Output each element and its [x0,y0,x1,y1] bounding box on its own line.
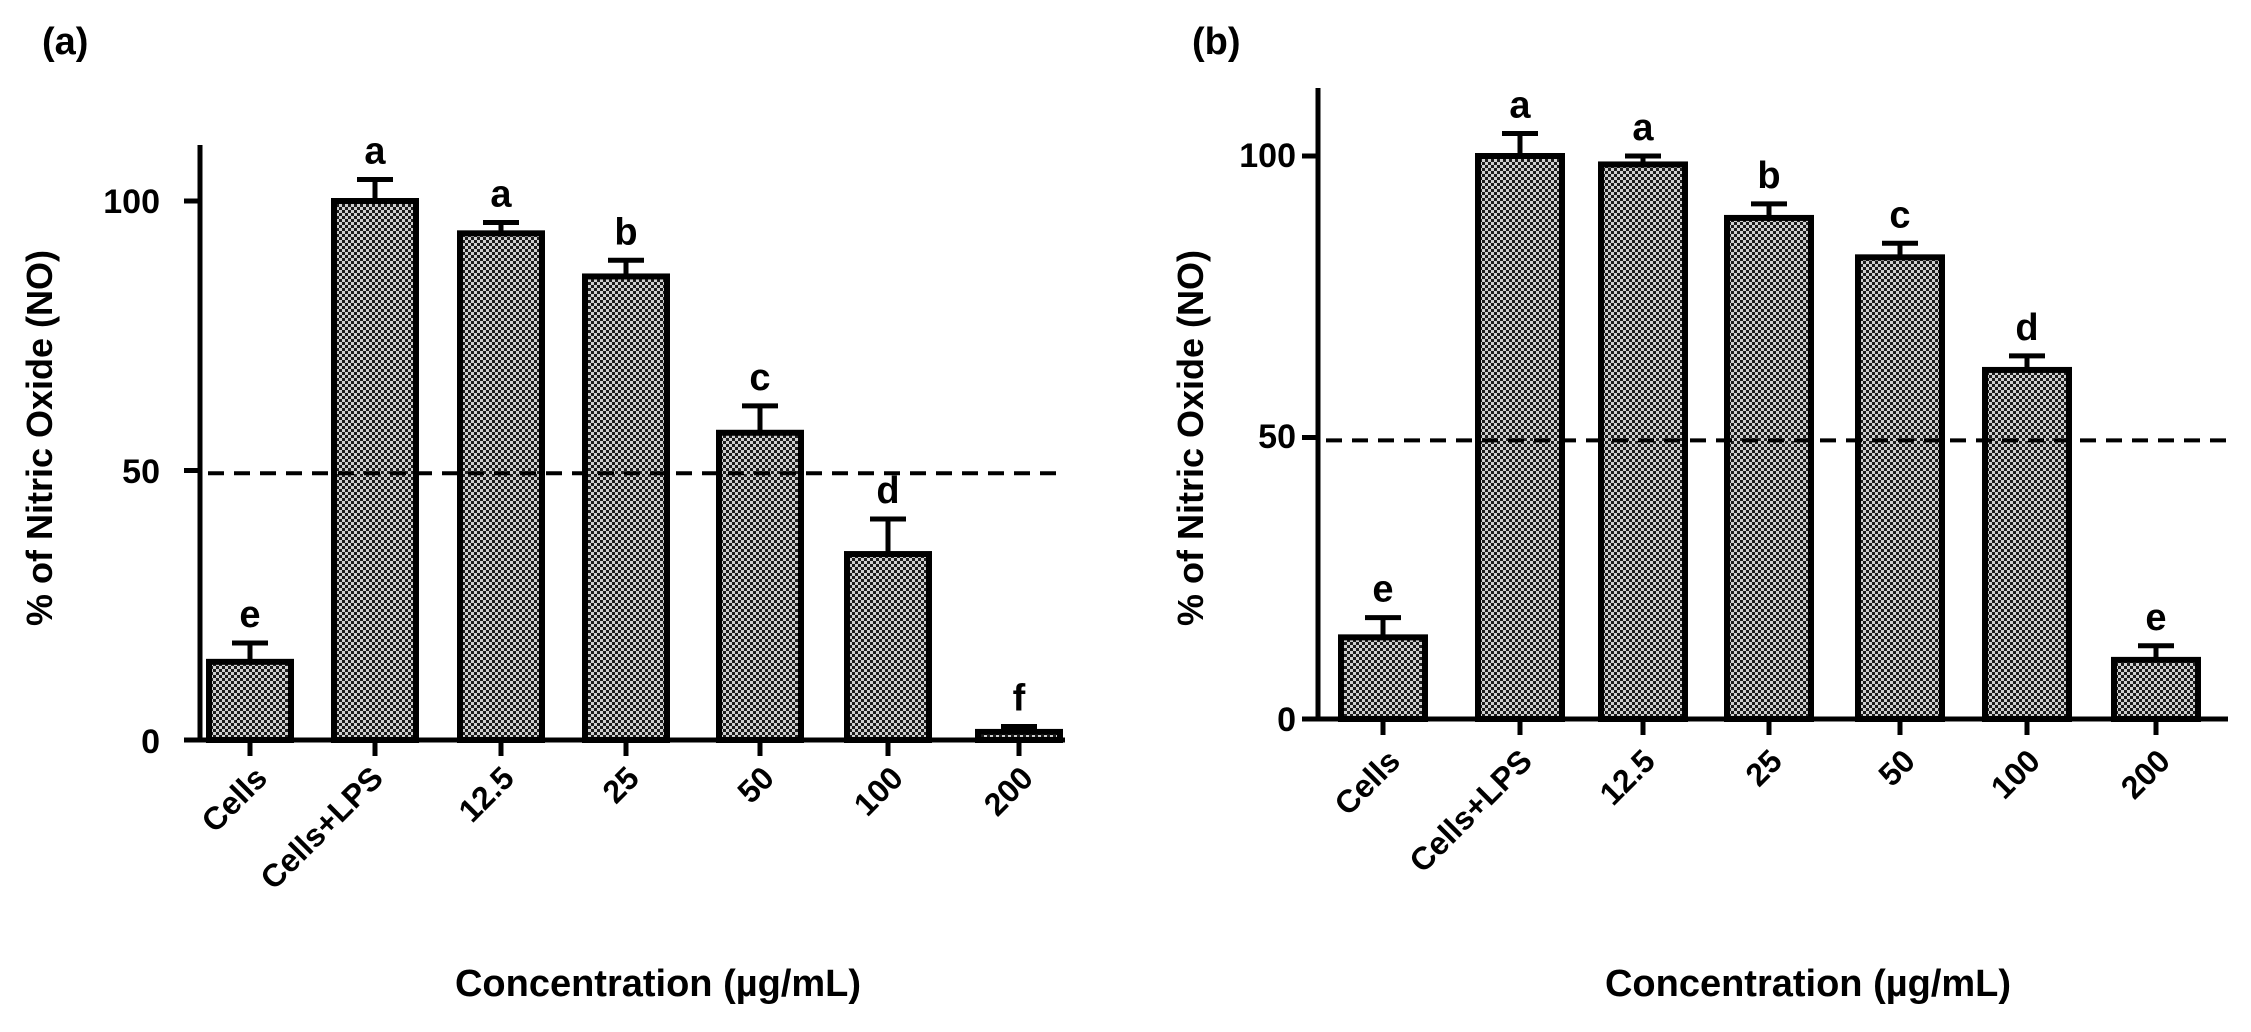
x-axis-label: Concentration (µg/mL) [455,963,861,1005]
bar [1724,214,1814,722]
x-axis-label: Concentration (µg/mL) [1605,963,2011,1005]
x-tick-label: Cells+LPS [253,759,390,896]
bar [844,551,932,743]
x-tick-label: 12.5 [451,759,520,828]
x-tick-label: 100 [1984,742,2047,805]
bar [1982,366,2072,722]
significance-letter: a [490,174,512,216]
bar [716,429,804,743]
bar [331,198,419,743]
significance-letter: e [2145,597,2166,639]
panel-label: (b) [1192,21,1241,63]
significance-letter: a [1509,84,1531,126]
significance-letter: a [1632,107,1654,149]
y-axis-label: % of Nitric Oxide (NO) [19,250,60,626]
significance-letter: d [2015,307,2038,349]
x-tick-label: 25 [595,759,646,810]
significance-letter: e [1372,569,1393,611]
y-tick-label: 100 [1239,137,1296,175]
x-tick-label: 200 [2114,742,2177,805]
x-tick-label: 100 [847,759,910,822]
x-tick-labels: Cells Cells+LPS 12.5 25 50 100 200 [1327,742,2177,879]
plot-marks [1302,88,2228,735]
x-tick-label: 25 [1738,742,1789,793]
panel-label: (a) [42,21,88,63]
x-tick-label: Cells [1327,742,1407,822]
significance-letters: e a a b c d e [1372,84,2166,638]
y-ticks: 0 50 100 [103,183,160,761]
panel-b: (b) % of Nitric Oxide (NO) Concentration… [1170,21,2228,1005]
significance-letter: a [364,130,386,172]
bar [582,273,670,743]
significance-letter: c [749,357,770,399]
x-tick-label: 200 [977,759,1040,822]
significance-letters: e a a b c d f [239,130,1025,719]
x-tick-label: Cells+LPS [1402,742,1539,879]
significance-letter: c [1889,194,1910,236]
bar [206,658,294,743]
x-tick-label: Cells [194,759,274,839]
significance-letter: d [876,470,899,512]
bar [1855,254,1945,722]
y-tick-label: 50 [122,453,160,491]
x-tick-label: 12.5 [1592,742,1661,811]
bar [457,230,545,743]
bar [1475,153,1565,722]
panel-a: (a) % of Nitric Oxide (NO) Concentration… [19,21,1065,1005]
significance-letter: b [614,211,637,253]
significance-letter: b [1757,155,1780,197]
y-tick-label: 0 [1277,701,1296,739]
x-tick-label: 50 [730,759,781,810]
y-tick-label: 100 [103,183,160,221]
x-tick-labels: Cells Cells+LPS 12.5 25 50 100 200 [194,759,1040,896]
bar [1338,634,1428,722]
significance-letter: f [1013,678,1026,720]
y-tick-label: 50 [1258,418,1296,456]
x-tick-label: 50 [1871,742,1922,793]
bar [2111,656,2201,723]
plot-marks [184,145,1065,756]
y-ticks: 0 50 100 [1239,137,1296,739]
y-axis-label: % of Nitric Oxide (NO) [1170,250,1211,626]
y-tick-label: 0 [141,723,160,761]
significance-letter: e [239,594,260,636]
